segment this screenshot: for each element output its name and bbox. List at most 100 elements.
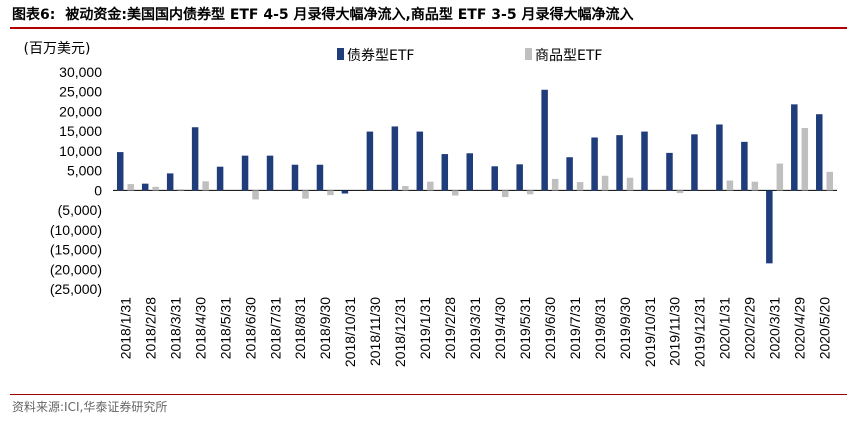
y-tick-label: 25,000 [59, 84, 102, 100]
commodity-etf-bar [751, 181, 759, 191]
commodity-etf-bar [452, 190, 459, 196]
commodity-etf-bar [776, 163, 784, 191]
x-tick-label: 2018/3/31 [167, 297, 183, 359]
figure-title-text: 被动资金:美国国内债券型 ETF 4-5 月录得大幅净流入,商品型 ETF 3-… [65, 7, 634, 23]
figure-label: 图表6: [12, 7, 56, 23]
bond-etf-bar [641, 131, 648, 191]
x-tick-label: 2018/6/30 [242, 297, 258, 359]
bond-etf-bar [116, 152, 124, 191]
bond-etf-bar [516, 164, 523, 191]
etf-flow-chart: 30,000 25,000 20,000 15,000 10,000 5,000 0 (5,0… [24, 41, 837, 367]
bond-etf-bar [766, 190, 773, 264]
bond-etf-bar [141, 183, 149, 191]
x-tick-label: 2018/9/30 [317, 297, 333, 359]
y-tick-label: 0 [94, 182, 102, 198]
commodity-etf-bar [676, 190, 684, 194]
x-tick-label: 2019/2/28 [442, 297, 458, 359]
y-tick-label: (15,000) [50, 242, 102, 258]
x-tick-label: 2019/11/30 [667, 297, 683, 366]
y-tick-label: 15,000 [59, 123, 102, 139]
bond-etf-bar [166, 173, 174, 191]
x-tick-label: 2018/12/31 [392, 297, 408, 367]
y-tick-label: 5,000 [67, 163, 102, 179]
x-tick-label: 2019/5/31 [517, 297, 533, 359]
x-tick-label: 2019/9/30 [617, 297, 633, 359]
y-tick-label: (20,000) [50, 261, 102, 277]
bond-etf-bar [441, 154, 449, 191]
bond-etf-bar [566, 157, 573, 191]
commodity-etf-bar [177, 189, 184, 191]
x-tick-label: 2019/10/31 [642, 297, 658, 367]
title-divider [10, 27, 847, 29]
bond-etf-bar [791, 104, 798, 191]
x-tick-label: 2018/2/28 [142, 297, 158, 359]
commodity-etf-bar [202, 181, 209, 191]
x-tick-label: 2018/8/31 [292, 297, 308, 359]
y-axis-unit: (百万美元) [24, 41, 91, 57]
bond-etf-bar [266, 155, 274, 191]
legend-swatch-commodity [525, 48, 532, 60]
commodity-etf-bar [327, 190, 334, 196]
x-tick-label: 2020/2/29 [742, 297, 758, 359]
commodity-etf-bar [427, 181, 434, 191]
commodity-etf-bar [726, 180, 734, 191]
x-tick-label: 2018/5/31 [217, 297, 233, 359]
x-tick-label: 2019/4/30 [492, 297, 508, 359]
legend-label-bond: 债券型ETF [347, 48, 414, 64]
bond-etf-bar [291, 164, 299, 191]
y-tick-label: (5,000) [58, 202, 102, 218]
bond-etf-bar [391, 126, 399, 191]
x-tick-label: 2018/1/31 [117, 297, 133, 359]
bond-etf-bar [241, 155, 249, 191]
bond-etf-bar [816, 114, 823, 191]
y-tick-label: (25,000) [50, 281, 102, 297]
x-tick-label: 2019/1/31 [417, 297, 433, 359]
x-tick-label: 2019/6/30 [542, 297, 558, 359]
commodity-etf-bar [501, 190, 509, 198]
commodity-etf-bar [826, 171, 834, 191]
bond-etf-bar [591, 137, 598, 191]
x-tick-label: 2019/7/31 [567, 297, 583, 359]
figure-title: 图表6: 被动资金:美国国内债券型 ETF 4-5 月录得大幅净流入,商品型 ET… [12, 4, 633, 24]
labels: 30,000 25,000 20,000 15,000 10,000 5,000 0 (5,0… [24, 41, 833, 367]
commodity-etf-bar [526, 190, 534, 195]
y-tick-label: 10,000 [59, 143, 102, 159]
commodity-etf-bar [551, 178, 559, 191]
source-divider [10, 394, 847, 395]
bond-etf-bar [541, 89, 548, 191]
y-tick-label: (10,000) [50, 222, 102, 238]
x-tick-label: 2018/7/31 [267, 297, 283, 359]
y-tick-label: 30,000 [59, 64, 102, 80]
legend-swatch-bond [337, 48, 344, 60]
bond-etf-bar [316, 164, 324, 191]
commodity-etf-bar [302, 190, 309, 199]
x-tick-label: 2018/10/31 [342, 297, 358, 367]
bond-etf-bar [616, 135, 623, 191]
bond-etf-bar [691, 134, 698, 191]
x-tick-label: 2020/1/31 [717, 297, 733, 359]
x-tick-label: 2020/3/31 [767, 297, 783, 359]
x-tick-label: 2019/3/31 [467, 297, 483, 359]
x-tick-label: 2020/4/29 [792, 297, 808, 359]
commodity-etf-bar [801, 128, 809, 191]
bond-etf-bar [341, 190, 349, 194]
commodity-etf-bar [576, 182, 584, 191]
bond-etf-bar [466, 153, 473, 191]
x-tick-label: 2019/12/31 [692, 297, 708, 367]
commodity-etf-bar [252, 190, 259, 200]
source-note: 资料来源:ICI,华泰证券研究所 [12, 400, 168, 414]
bond-etf-bar [716, 124, 723, 191]
commodity-etf-bar [152, 186, 159, 191]
commodity-etf-bar [402, 186, 409, 191]
bond-etf-bar [191, 127, 199, 191]
x-tick-label: 2018/4/30 [192, 297, 208, 359]
bond-etf-bar [216, 166, 224, 191]
x-tick-label: 2019/8/31 [592, 297, 608, 359]
bond-etf-bar [741, 141, 748, 191]
y-tick-label: 20,000 [59, 103, 102, 119]
bond-etf-bar [491, 166, 498, 191]
bond-etf-bar [666, 152, 673, 191]
legend-label-commodity: 商品型ETF [535, 48, 602, 64]
x-tick-label: 2020/5/20 [817, 297, 833, 359]
commodity-etf-bar [127, 184, 134, 191]
